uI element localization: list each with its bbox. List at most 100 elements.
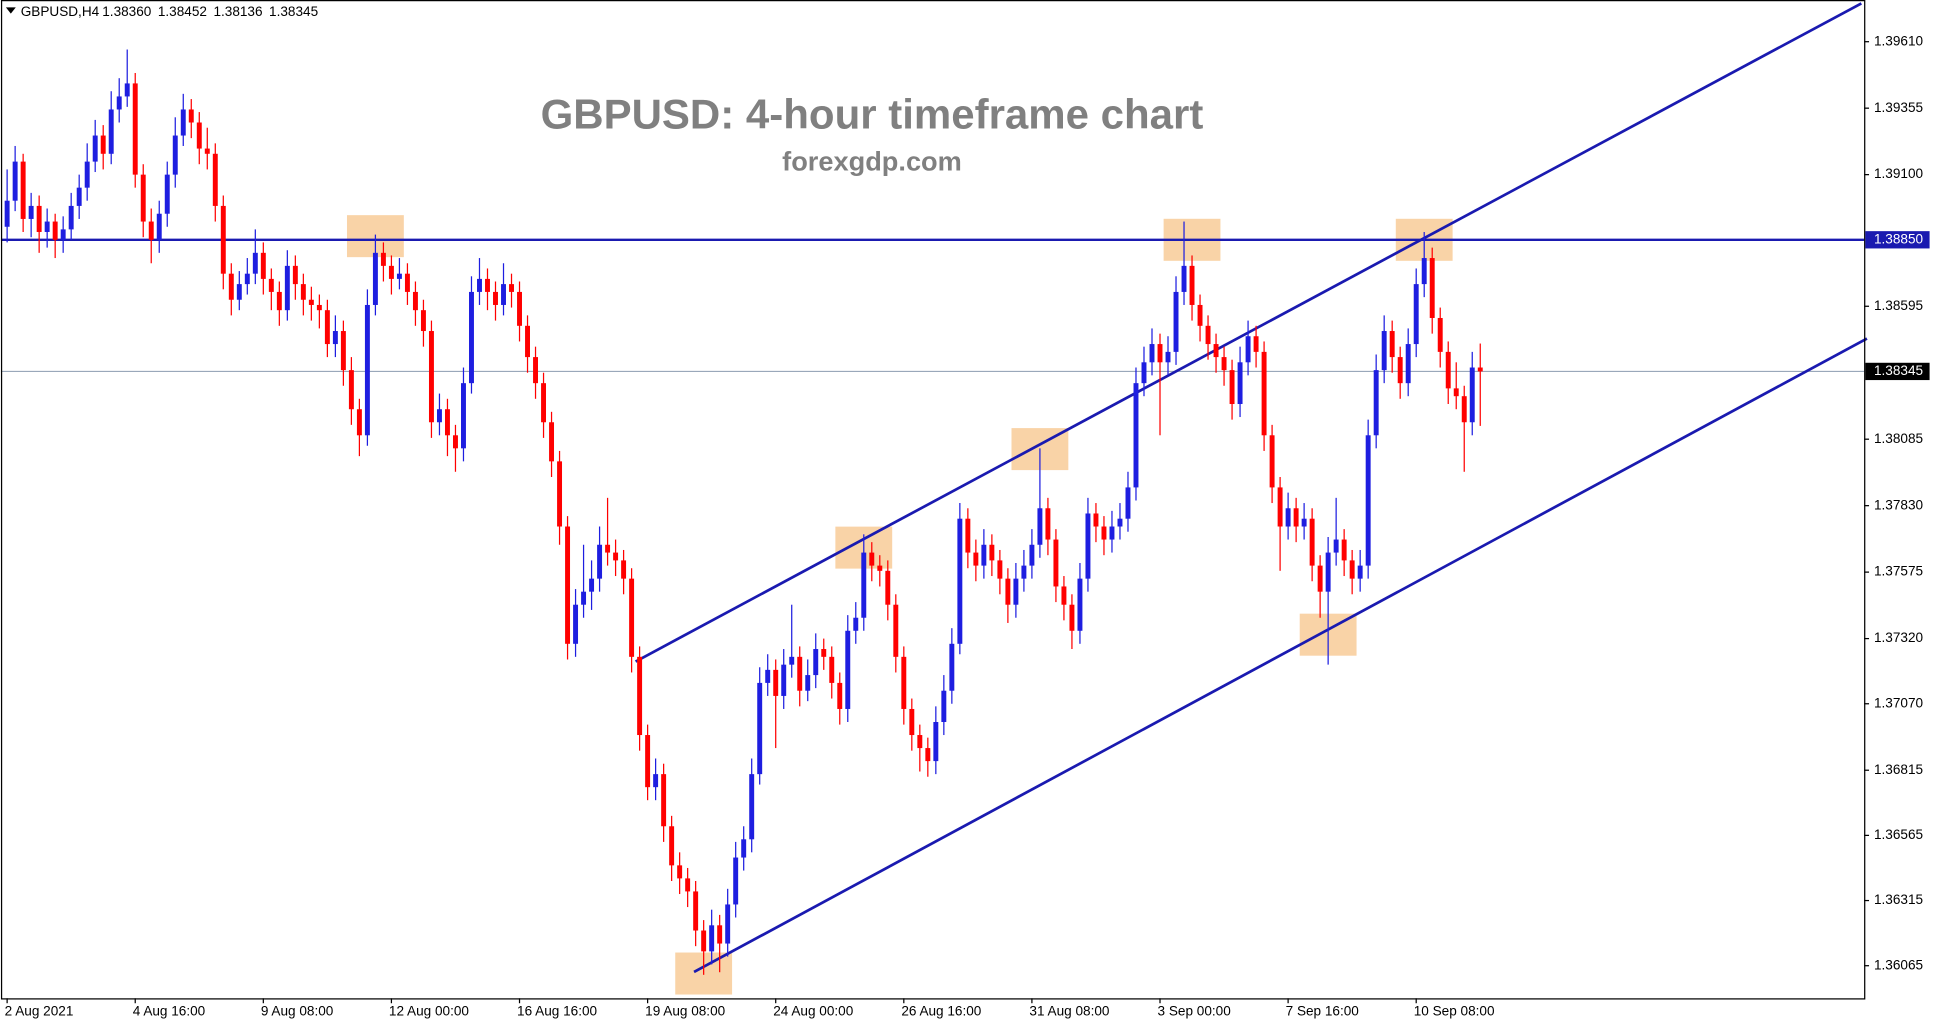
- candle-body: [989, 544, 995, 561]
- candle-body: [1325, 552, 1331, 592]
- candle-body: [701, 930, 707, 952]
- candle-body: [949, 643, 955, 691]
- candle-body: [981, 544, 987, 566]
- candle-body: [388, 265, 394, 279]
- candle-body: [1133, 383, 1139, 488]
- candle-body: [20, 161, 26, 219]
- x-tick-label: 3 Sep 00:00: [1158, 1003, 1232, 1018]
- candle-body: [36, 205, 42, 232]
- candle-body: [380, 252, 386, 266]
- candle-body: [284, 265, 290, 311]
- candle-body: [428, 331, 434, 423]
- candle-body: [12, 161, 18, 201]
- candle-body: [1173, 291, 1179, 352]
- candle-body: [461, 383, 466, 449]
- candle-body: [1333, 539, 1339, 553]
- candle-body: [541, 383, 547, 423]
- candle-body: [557, 461, 563, 527]
- candle-body: [629, 578, 635, 657]
- candle-body: [220, 205, 226, 274]
- candle-body: [1437, 317, 1443, 352]
- candle-body: [156, 213, 162, 240]
- candle-body: [1453, 388, 1459, 397]
- candle-body: [1317, 565, 1323, 592]
- candle-body: [773, 669, 779, 696]
- candle-body: [973, 552, 979, 566]
- candle-body: [1205, 325, 1211, 345]
- candle-body: [757, 682, 763, 775]
- candle-body: [1381, 331, 1387, 371]
- candle-body: [100, 135, 106, 154]
- chart-title: GBPUSD: 4-hour timeframe chart: [541, 90, 1204, 137]
- candle-body: [1109, 526, 1115, 540]
- candle-body: [1149, 344, 1155, 363]
- candle-body: [276, 291, 282, 311]
- candle-body: [893, 604, 899, 657]
- candle-body: [1477, 367, 1483, 372]
- candle-body: [268, 278, 274, 292]
- y-tick-label: 1.36565: [1874, 827, 1923, 842]
- candle-body: [1061, 586, 1067, 605]
- candle-body: [597, 544, 603, 579]
- x-tick-label: 9 Aug 08:00: [261, 1003, 334, 1018]
- plot-layer: [0, 2, 1868, 975]
- candle-body: [340, 331, 346, 371]
- candle-body: [741, 839, 747, 858]
- x-tick-label: 2 Aug 2021: [5, 1003, 74, 1018]
- candle-body: [52, 221, 58, 240]
- candle-body: [1261, 351, 1267, 436]
- y-tick-label: 1.38595: [1874, 298, 1923, 313]
- candle-body: [1181, 265, 1187, 292]
- candle-body: [509, 284, 514, 292]
- candle-body: [1373, 370, 1379, 436]
- candle-body: [436, 409, 442, 423]
- candle-body: [1461, 396, 1467, 423]
- x-tick-label: 7 Sep 16:00: [1286, 1003, 1360, 1018]
- candle-body: [164, 174, 170, 214]
- candle-body: [813, 649, 819, 676]
- candle-body: [1221, 357, 1227, 371]
- candle-body: [821, 649, 827, 657]
- candle-body: [1165, 351, 1171, 363]
- candle-body: [1029, 544, 1035, 566]
- candle-body: [645, 735, 651, 788]
- candle-body: [1213, 344, 1219, 358]
- candle-body: [1117, 518, 1123, 527]
- y-tick-label: 1.37575: [1874, 564, 1923, 579]
- candle-body: [396, 273, 402, 279]
- candle-body: [1301, 518, 1307, 527]
- candle-body: [316, 304, 322, 311]
- candle-body: [4, 200, 10, 227]
- candle-body: [84, 161, 90, 188]
- candle-body: [1125, 487, 1131, 519]
- candle-body: [212, 153, 218, 206]
- candle-body: [1085, 513, 1091, 579]
- candle-body: [565, 526, 571, 644]
- candle-body: [356, 409, 362, 436]
- menu-arrow[interactable]: [5, 7, 16, 14]
- candle-body: [44, 221, 50, 232]
- candle-body: [733, 857, 739, 905]
- x-tick-label: 16 Aug 16:00: [517, 1003, 597, 1018]
- candle-body: [140, 174, 146, 222]
- candle-body: [573, 604, 579, 644]
- candle-body: [1077, 578, 1083, 631]
- current-price-label: 1.38345: [1874, 363, 1923, 378]
- x-tick-label: 26 Aug 16:00: [901, 1003, 981, 1018]
- candle-body: [997, 560, 1003, 579]
- candle-body: [1349, 560, 1355, 579]
- candle-body: [877, 565, 883, 571]
- candle-body: [669, 826, 675, 866]
- candle-body: [909, 708, 915, 736]
- candle-body: [172, 135, 178, 175]
- candle-body: [885, 570, 891, 605]
- candle-body: [1005, 578, 1011, 605]
- candle-body: [869, 552, 875, 566]
- candle-body: [228, 273, 234, 300]
- candle-body: [188, 109, 194, 123]
- candle-body: [92, 135, 98, 162]
- ohlc-value: 1.38136: [213, 4, 262, 19]
